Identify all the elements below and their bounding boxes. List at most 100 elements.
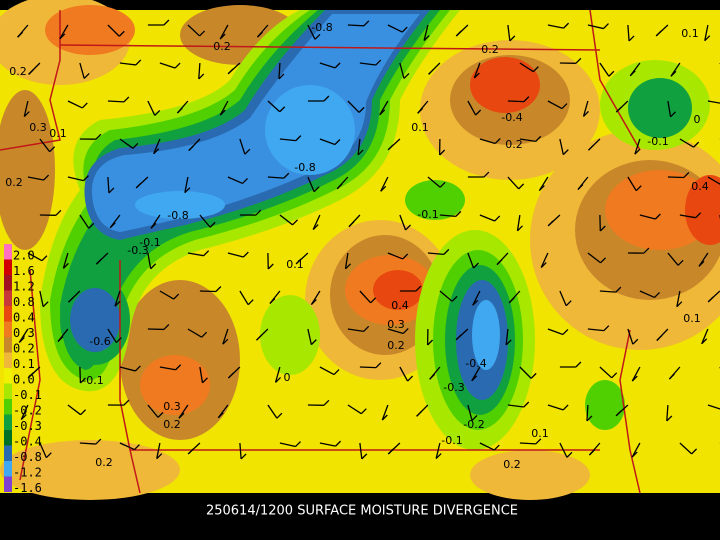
wind-barb bbox=[518, 183, 525, 190]
wind-barb bbox=[707, 404, 720, 410]
wind-barb bbox=[107, 100, 124, 103]
wind-barb bbox=[295, 258, 302, 265]
wind-barb bbox=[227, 372, 234, 379]
contour-fill bbox=[470, 450, 590, 500]
wind-barb bbox=[83, 175, 89, 182]
wind-barb bbox=[473, 262, 479, 269]
wind-barb bbox=[267, 263, 274, 270]
wind-barb bbox=[279, 214, 293, 226]
wind-barb bbox=[319, 138, 336, 146]
wind-barb bbox=[227, 68, 234, 75]
wind-barb bbox=[427, 252, 444, 256]
wind-barb bbox=[184, 187, 191, 194]
wind-barb bbox=[62, 262, 69, 269]
wind-barb bbox=[565, 300, 572, 307]
wind-barb bbox=[455, 30, 462, 37]
wind-barb bbox=[153, 148, 160, 155]
wind-barb bbox=[547, 24, 564, 29]
wind-barb bbox=[561, 103, 568, 110]
wind-barb bbox=[347, 404, 362, 415]
border bbox=[19, 269, 41, 481]
wind-barb bbox=[471, 366, 481, 382]
wind-barb bbox=[107, 176, 110, 194]
wind-barb bbox=[631, 366, 641, 382]
scale-label: 1.2 bbox=[13, 280, 35, 294]
wind-barb bbox=[41, 255, 48, 262]
scale-label: 0.3 bbox=[13, 326, 35, 340]
wind-barb bbox=[20, 404, 29, 420]
contour-label: -0.8 bbox=[167, 209, 188, 222]
scale-label: -1.2 bbox=[13, 466, 42, 480]
wind-barb bbox=[135, 59, 142, 66]
wind-barb bbox=[559, 442, 568, 458]
wind-barb bbox=[123, 399, 130, 406]
wind-barb bbox=[118, 30, 125, 37]
scale-swatch bbox=[4, 368, 12, 384]
wind-barb bbox=[45, 452, 52, 459]
wind-barb bbox=[115, 337, 122, 344]
wind-barb bbox=[599, 225, 606, 232]
wind-barb bbox=[239, 442, 242, 460]
scale-label: 1.6 bbox=[13, 264, 35, 278]
scale-label: -1.6 bbox=[13, 481, 42, 495]
wind-barb bbox=[156, 453, 163, 460]
wind-barb bbox=[402, 253, 409, 260]
wind-barb bbox=[227, 176, 243, 185]
wind-barb bbox=[505, 328, 509, 345]
contour-fill bbox=[45, 5, 135, 55]
wind-barb bbox=[704, 24, 709, 41]
wind-barb bbox=[679, 442, 693, 455]
wind-barb bbox=[335, 440, 342, 447]
wind-barb bbox=[423, 24, 429, 41]
contour-label: 0.3 bbox=[163, 400, 181, 413]
scale-label: -0.4 bbox=[13, 435, 42, 449]
wind-barb bbox=[588, 144, 594, 151]
wind-barb bbox=[67, 100, 83, 109]
wind-barb bbox=[667, 100, 672, 117]
wind-barb bbox=[88, 222, 95, 229]
color-scale: 2.01.6 1.20.8 0.40.3 0.20.1 0.0-0.1 -0.2-0.3 -… bbox=[4, 244, 42, 495]
contour-label: 0.1 bbox=[49, 127, 67, 140]
wind-barb bbox=[600, 257, 607, 264]
wind-barb bbox=[62, 252, 69, 269]
wind-barb bbox=[242, 251, 249, 258]
wind-barb bbox=[107, 328, 117, 343]
contour-labels: -0.80.20.10.20.20.3 0.1 0.1-0.4 0-0.8-0.10.… bbox=[5, 21, 709, 471]
contour-label: 0.3 bbox=[29, 121, 47, 134]
wind-barb bbox=[267, 404, 278, 419]
wind-barb bbox=[656, 335, 663, 341]
wind-barb bbox=[586, 404, 589, 422]
wind-barb bbox=[471, 414, 478, 421]
wind-barb bbox=[219, 100, 229, 116]
contour-fill bbox=[605, 170, 715, 250]
wind-barb bbox=[493, 444, 500, 451]
wind-barb bbox=[147, 100, 156, 116]
scale-swatch bbox=[4, 476, 12, 492]
contour-label: -0.6 bbox=[89, 335, 110, 348]
contour-fill bbox=[260, 295, 320, 375]
wind-barb bbox=[701, 328, 709, 345]
contour-fill bbox=[585, 380, 625, 430]
wind-barb bbox=[704, 35, 711, 42]
wind-barb bbox=[562, 329, 569, 335]
wind-barb bbox=[615, 106, 622, 113]
scale-swatch bbox=[4, 259, 12, 275]
scale-label: 0.1 bbox=[13, 357, 35, 371]
wind-barb bbox=[307, 176, 315, 192]
wind-barb bbox=[380, 176, 389, 192]
wind-barb bbox=[516, 214, 521, 231]
wind-barb bbox=[507, 100, 524, 103]
wind-barb bbox=[471, 375, 478, 382]
contour-label: -0.8 bbox=[311, 21, 332, 34]
wind-barb bbox=[634, 138, 641, 155]
wind-barb bbox=[67, 176, 84, 182]
contour-label: 0 bbox=[694, 113, 701, 126]
wind-barb bbox=[670, 70, 677, 77]
wind-barb bbox=[334, 62, 341, 69]
wind-barb bbox=[583, 110, 589, 117]
wind-barb bbox=[707, 296, 714, 303]
wind-barb bbox=[79, 366, 82, 384]
scale-swatch bbox=[4, 399, 12, 415]
wind-barb bbox=[575, 361, 582, 368]
wind-barb bbox=[347, 100, 360, 113]
